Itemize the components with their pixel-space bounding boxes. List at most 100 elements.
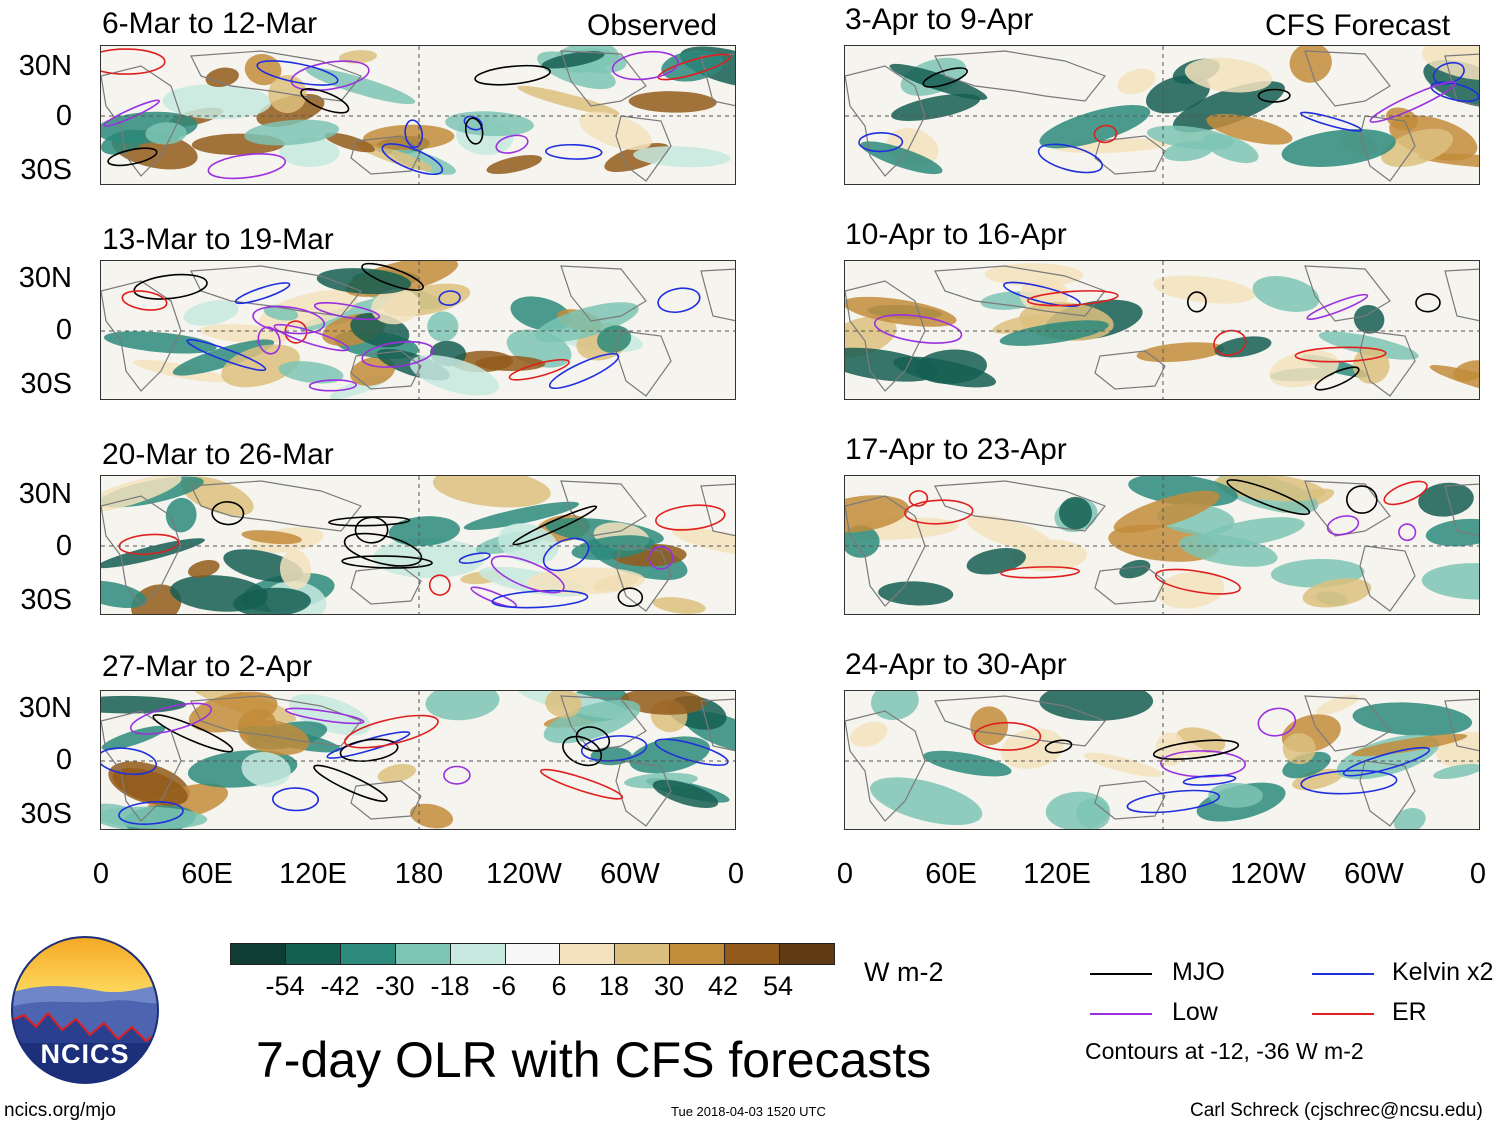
colorbar-swatch <box>339 943 396 965</box>
kelvin-contour <box>545 143 603 160</box>
olr-anomaly-blob <box>1252 276 1320 312</box>
low-contour <box>611 50 679 81</box>
mjo-contour <box>1226 479 1311 516</box>
er-contour <box>1154 568 1241 595</box>
lat-label-30n: 30N <box>18 50 72 82</box>
low-contour <box>443 765 471 785</box>
lat-label-0: 0 <box>55 314 72 346</box>
panel-title: 3-Apr to 9-Apr <box>845 3 1034 36</box>
er-contour <box>1294 346 1387 363</box>
mjo-contour <box>341 555 433 569</box>
olr-anomaly-blob <box>1385 107 1419 131</box>
olr-map <box>101 261 735 399</box>
olr-anomaly-blob <box>244 119 340 146</box>
kelvin-contour <box>118 801 184 825</box>
olr-anomaly-blob <box>279 549 312 589</box>
mjo-contour <box>1415 293 1441 313</box>
olr-anomaly-blob <box>1289 46 1332 83</box>
er-contour <box>539 768 624 800</box>
olr-anomaly-blob <box>893 356 997 388</box>
colorbar-tick: 42 <box>707 971 739 1001</box>
low-contour <box>873 314 963 344</box>
olr-anomaly-blob <box>970 706 1009 746</box>
olr-anomaly-blob <box>486 155 543 174</box>
mjo-contour <box>464 117 484 145</box>
olr-anomaly-blob <box>1269 350 1339 388</box>
olr-anomaly-blob <box>1302 578 1372 608</box>
mjo-contour <box>562 735 603 767</box>
olr-anomaly-blob <box>1418 482 1474 517</box>
olr-anomaly-blob <box>633 146 731 168</box>
lat-label-0: 0 <box>55 100 72 132</box>
logo-graphic <box>11 936 159 1084</box>
colorbar-swatch <box>724 943 781 965</box>
olr-anomaly-blob <box>205 67 239 88</box>
map-panel-forecast-3 <box>844 475 1480 615</box>
olr-anomaly-blob <box>1318 331 1419 360</box>
olr-anomaly-blob <box>244 53 282 86</box>
er-contour <box>101 48 166 75</box>
er-contour <box>428 574 451 596</box>
lat-label-30s: 30S <box>20 154 72 186</box>
panel-title: 24-Apr to 30-Apr <box>845 648 1067 681</box>
panel-title: 10-Apr to 16-Apr <box>845 218 1067 251</box>
coastline <box>350 350 422 390</box>
colorbar-tick: 30 <box>653 971 685 1001</box>
kelvin-contour <box>657 287 701 314</box>
olr-anomaly-blob <box>1433 763 1479 780</box>
low-contour <box>129 702 213 735</box>
olr-anomaly-blob <box>1393 807 1426 829</box>
er-contour <box>655 504 726 531</box>
olr-anomaly-blob <box>425 691 500 721</box>
er-contour <box>1026 290 1119 307</box>
low-contour <box>103 99 160 127</box>
low-contour <box>490 555 565 594</box>
kelvin-contour <box>381 143 444 176</box>
olr-anomaly-blob <box>999 320 1109 346</box>
coastline <box>1304 695 1391 752</box>
footer-timestamp: Tue 2018-04-03 1520 UTC <box>671 1104 826 1119</box>
olr-map <box>845 46 1479 184</box>
coastline <box>700 698 735 752</box>
kelvin-contour <box>1430 81 1479 103</box>
olr-anomaly-blob <box>1282 733 1316 765</box>
coastline <box>101 280 182 392</box>
footer-url[interactable]: ncics.org/mjo <box>4 1100 116 1121</box>
olr-anomaly-blob <box>1421 563 1479 600</box>
kelvin-contour <box>858 131 904 153</box>
lon-label: 120W <box>1230 858 1306 890</box>
olr-anomaly-blob <box>278 361 344 384</box>
colorbar-tick: -6 <box>491 971 517 1001</box>
contour-note: Contours at -12, -36 W m-2 <box>1085 1038 1364 1064</box>
olr-map <box>845 261 1479 399</box>
olr-anomaly-blob <box>1153 275 1256 304</box>
low-contour <box>284 707 365 725</box>
mjo-contour <box>512 505 598 546</box>
coastline <box>1094 135 1166 175</box>
map-panel-observed-1 <box>100 45 736 185</box>
colorbar-swatch <box>559 943 616 965</box>
mjo-contour <box>575 726 611 752</box>
er-contour <box>284 320 308 344</box>
er-contour <box>118 533 180 555</box>
olr-anomaly-blob <box>162 84 272 120</box>
kelvin-contour <box>1126 789 1221 814</box>
coastline <box>615 760 672 827</box>
mjo-contour <box>617 587 644 608</box>
logo-text: NCICS <box>40 1039 130 1069</box>
low-contour <box>495 134 529 154</box>
kelvin-contour <box>438 290 461 306</box>
low-contour <box>1326 515 1360 536</box>
olr-anomaly-blob <box>101 476 182 513</box>
olr-anomaly-blob <box>672 527 735 556</box>
mjo-contour <box>354 516 389 544</box>
colorbar-tick: 54 <box>762 971 794 1001</box>
colorbar-tick: -18 <box>430 971 470 1001</box>
olr-anomaly-blob <box>1117 68 1156 95</box>
kelvin-contour <box>1182 774 1237 786</box>
coastline <box>560 695 647 752</box>
colorbar-swatch <box>504 943 561 965</box>
olr-anomaly-blob <box>1316 694 1359 715</box>
coastline <box>845 65 926 177</box>
panel-title: 20-Mar to 26-Mar <box>102 438 334 471</box>
